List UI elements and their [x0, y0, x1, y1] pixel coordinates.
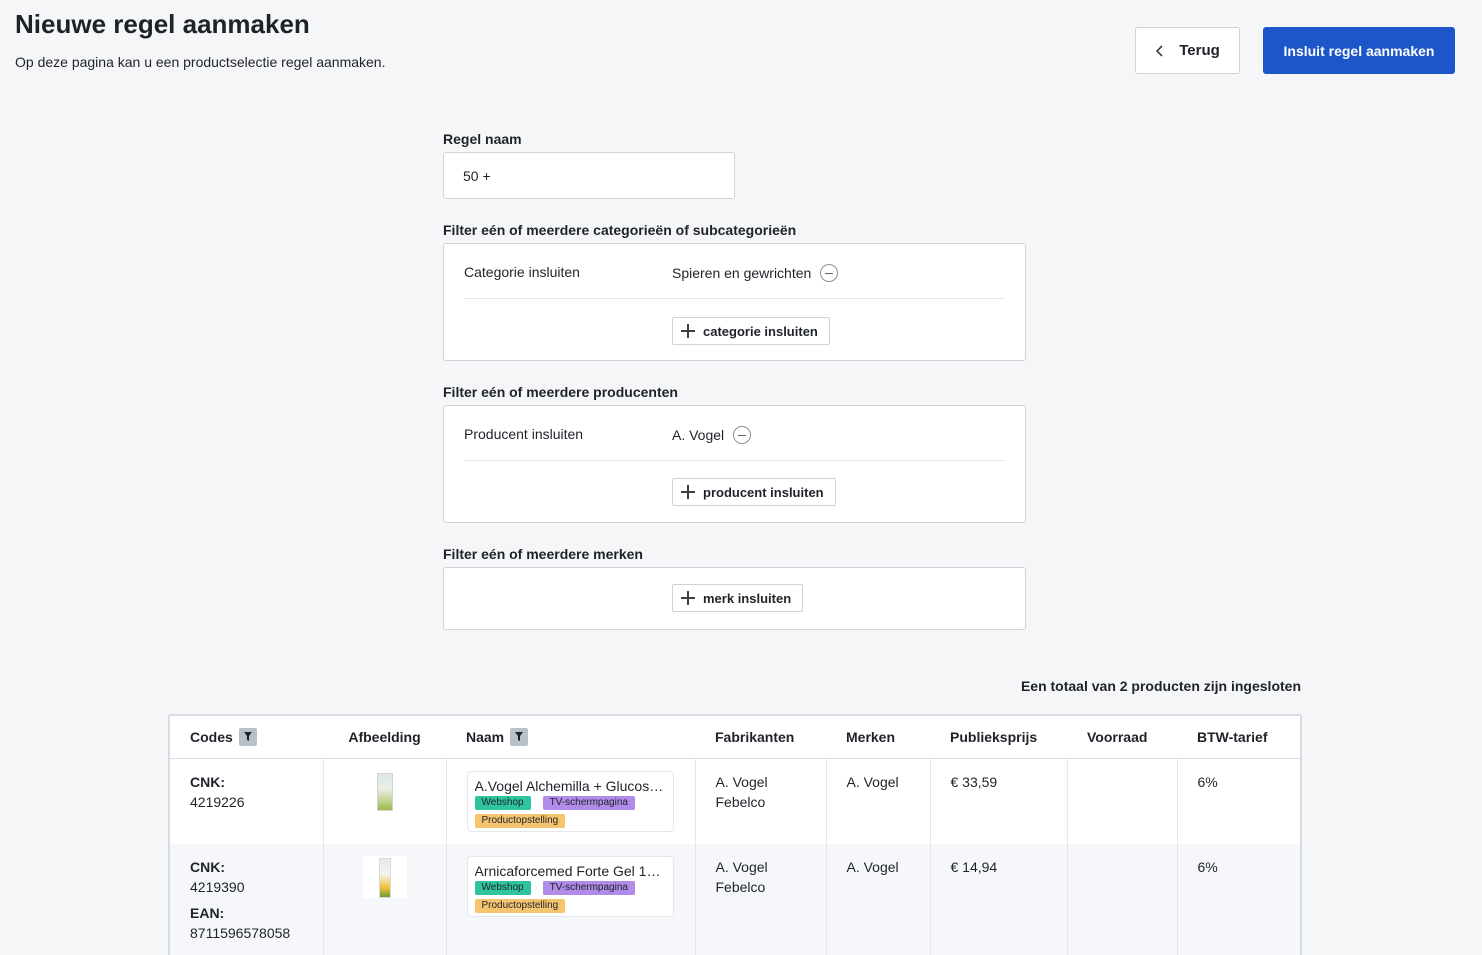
ean-label: EAN:: [190, 905, 225, 921]
name-cell: Arnicaforcemed Forte Gel 10... Webshop T…: [446, 844, 696, 955]
product-image: [362, 856, 407, 898]
header-image: Afbeelding: [323, 716, 446, 759]
image-cell: [323, 758, 447, 844]
plus-icon: [681, 591, 695, 605]
producer-value-text: A. Vogel: [672, 427, 725, 443]
add-producer-label: producent insluiten: [703, 484, 824, 500]
brand-cell: A. Vogel: [826, 758, 931, 844]
image-cell: [323, 844, 447, 955]
header-name: Naam: [446, 716, 695, 759]
category-value-text: Spieren en gewrichten: [672, 265, 812, 281]
manufacturer: A. Vogel: [715, 859, 768, 875]
products-table: Codes Afbeelding Naam Fabrikan: [168, 714, 1302, 955]
tag-product-display: Productopstelling: [474, 899, 566, 913]
header-name-label: Naam: [466, 728, 505, 745]
header-stock: Voorraad: [1067, 716, 1177, 759]
producer-row-label: Producent insluiten: [464, 426, 584, 442]
table-row[interactable]: CNK: 4219226 A.Vogel Alchemilla + Glucos…: [170, 758, 1300, 844]
table-header-row: Codes Afbeelding Naam Fabrikan: [170, 716, 1300, 759]
manufacturer: A. Vogel: [715, 773, 768, 790]
category-filter-box: Categorie insluiten Spieren en gewrichte…: [443, 243, 1026, 361]
tag-product-display: Productopstelling: [474, 813, 566, 828]
header-brands: Merken: [826, 716, 930, 759]
page-subtitle: Op deze pagina kan u een productselectie…: [15, 54, 386, 70]
manufacturer: Febelco: [715, 879, 766, 895]
category-row-label: Categorie insluiten: [464, 264, 580, 280]
manufacturers-cell: A. Vogel Febelco: [695, 844, 827, 955]
producer-value: A. Vogel: [672, 426, 752, 444]
cnk-label: CNK:: [190, 859, 225, 875]
header-codes-label: Codes: [190, 728, 233, 745]
name-filter-icon[interactable]: [510, 727, 529, 746]
brand-filter-box: merk insluiten: [443, 567, 1026, 630]
create-rule-button[interactable]: Insluit regel aanmaken: [1263, 27, 1455, 74]
product-name: Arnicaforcemed Forte Gel 10...: [474, 863, 665, 879]
back-button-label: Terug: [1179, 42, 1220, 59]
add-brand-button[interactable]: merk insluiten: [672, 584, 804, 612]
header-manufacturers: Fabrikanten: [695, 716, 826, 759]
tag-tv-screen: TV-schermpagina: [542, 881, 635, 895]
add-category-label: categorie insluiten: [703, 323, 818, 339]
add-brand-label: merk insluiten: [703, 590, 792, 606]
add-category-button[interactable]: categorie insluiten: [672, 317, 830, 345]
table-row[interactable]: CNK: 4219390 EAN: 8711596578058 Arnicafo…: [170, 844, 1300, 955]
cnk-value: 4219390: [190, 879, 245, 895]
page-title: Nieuwe regel aanmaken: [15, 9, 310, 39]
header-codes: Codes: [170, 716, 323, 759]
product-image: [362, 770, 407, 813]
producer-divider: [464, 460, 1005, 461]
category-divider: [464, 298, 1005, 299]
codes-cell: CNK: 4219226: [170, 758, 324, 844]
chevron-left-icon: [1156, 44, 1163, 57]
brand-filter-title: Filter eén of meerdere merken: [443, 546, 643, 562]
header-price: Publieksprijs: [930, 716, 1067, 759]
add-producer-button[interactable]: producent insluiten: [672, 478, 836, 506]
plus-icon: [681, 324, 695, 338]
stock-cell: [1067, 758, 1178, 844]
name-cell: A.Vogel Alchemilla + Glucosa... Webshop …: [446, 758, 696, 844]
manufacturer: Febelco: [715, 793, 766, 810]
plus-icon: [681, 485, 695, 499]
brand-cell: A. Vogel: [826, 844, 931, 955]
total-products-text: Een totaal van 2 producten zijn ingeslot…: [1020, 678, 1301, 694]
product-name-card[interactable]: A.Vogel Alchemilla + Glucosa... Webshop …: [466, 770, 674, 832]
vat-cell: 6%: [1177, 758, 1300, 844]
manufacturers-cell: A. Vogel Febelco: [695, 758, 827, 844]
price-cell: € 14,94: [930, 844, 1068, 955]
category-filter-title: Filter eén of meerdere categorieën of su…: [443, 222, 797, 238]
producer-filter-box: Producent insluiten A. Vogel producent i…: [443, 405, 1026, 523]
codes-cell: CNK: 4219390 EAN: 8711596578058: [170, 844, 324, 955]
product-name: A.Vogel Alchemilla + Glucosa...: [474, 777, 665, 794]
header-vat: BTW-tarief: [1177, 716, 1300, 759]
product-name-card[interactable]: Arnicaforcemed Forte Gel 10... Webshop T…: [466, 856, 674, 917]
rule-name-value: 50 +: [463, 167, 491, 184]
rule-name-input[interactable]: 50 +: [443, 152, 735, 199]
back-button[interactable]: Terug: [1135, 27, 1240, 74]
rule-name-label: Regel naam: [443, 131, 522, 147]
codes-filter-icon[interactable]: [238, 727, 257, 746]
cnk-label: CNK:: [190, 773, 225, 790]
remove-producer-icon[interactable]: [733, 426, 752, 444]
tag-webshop: Webshop: [474, 881, 531, 895]
category-value: Spieren en gewrichten: [672, 264, 839, 282]
price-cell: € 33,59: [930, 758, 1068, 844]
tag-tv-screen: TV-schermpagina: [542, 795, 635, 810]
stock-cell: [1067, 844, 1178, 955]
producer-filter-title: Filter eén of meerdere producenten: [443, 384, 678, 400]
vat-cell: 6%: [1177, 844, 1300, 955]
ean-value: 8711596578058: [190, 925, 291, 941]
remove-category-icon[interactable]: [820, 264, 839, 282]
tag-webshop: Webshop: [474, 795, 531, 810]
cnk-value: 4219226: [190, 793, 245, 810]
